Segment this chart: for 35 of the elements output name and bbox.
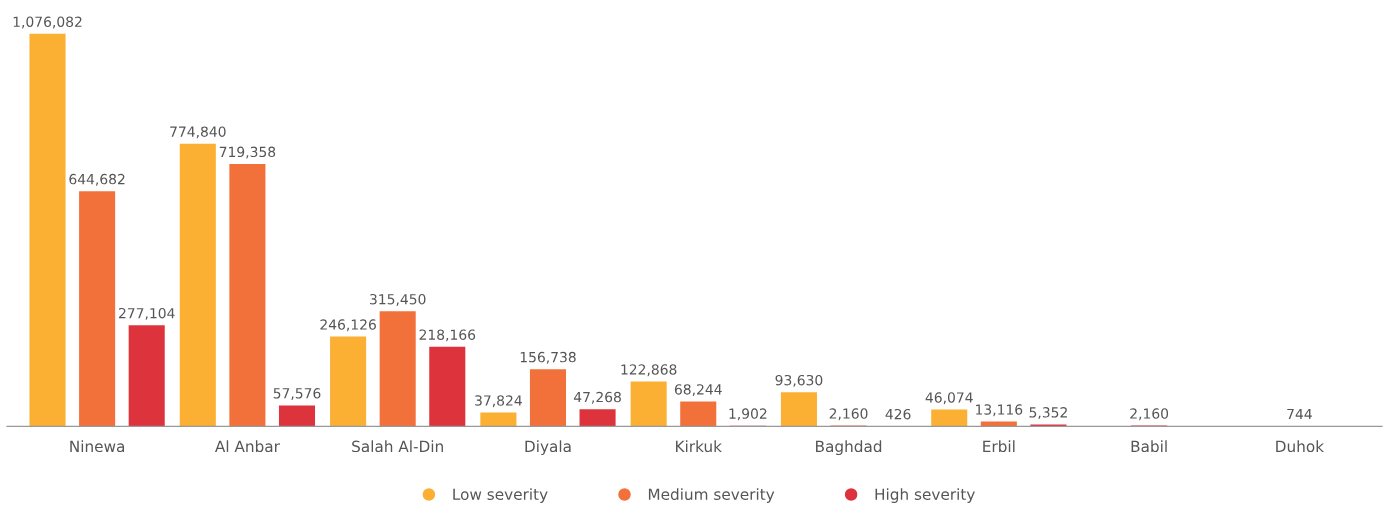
- data-label: 719,358: [219, 146, 276, 159]
- x-tick-label: Duhok: [1276, 440, 1325, 453]
- data-label: 5,352: [1029, 407, 1067, 420]
- legend-label: High severity: [875, 488, 975, 503]
- x-tick-label: Ninewa: [70, 440, 125, 453]
- data-label: 93,630: [775, 374, 823, 387]
- data-label: 1,902: [729, 408, 767, 421]
- data-label: 246,126: [320, 319, 376, 332]
- data-label: 57,576: [273, 388, 321, 400]
- data-label: 277,104: [119, 307, 175, 320]
- data-label: 774,840: [170, 126, 226, 139]
- x-tick-label: Salah Al-Din: [352, 440, 443, 453]
- data-label: 644,682: [69, 173, 125, 186]
- data-label: 47,268: [573, 391, 621, 404]
- x-tick-label: Babil: [1131, 440, 1167, 453]
- data-label: 315,450: [370, 293, 426, 306]
- legend-label: Medium severity: [648, 488, 775, 503]
- x-tick-label: Baghdad: [816, 440, 882, 456]
- data-label: 2,160: [1130, 408, 1169, 421]
- data-label: 68,244: [674, 384, 722, 397]
- x-tick-label: Kirkuk: [676, 440, 722, 453]
- data-label: 37,824: [475, 395, 522, 408]
- data-label: 744: [1287, 408, 1312, 420]
- data-label: 1,076,082: [13, 16, 82, 29]
- x-tick-label: Diyala: [525, 440, 571, 456]
- data-label: 13,116: [976, 404, 1023, 417]
- data-label: 218,166: [419, 329, 476, 342]
- data-label: 122,868: [621, 364, 677, 377]
- data-label: 156,738: [520, 351, 576, 364]
- legend-label: Low severity: [453, 488, 548, 503]
- x-tick-label: Al Anbar: [215, 440, 280, 453]
- data-label: 2,160: [829, 408, 868, 421]
- data-label: 426: [885, 408, 911, 420]
- x-tick-label: Erbil: [983, 440, 1015, 453]
- data-label: 46,074: [925, 392, 973, 405]
